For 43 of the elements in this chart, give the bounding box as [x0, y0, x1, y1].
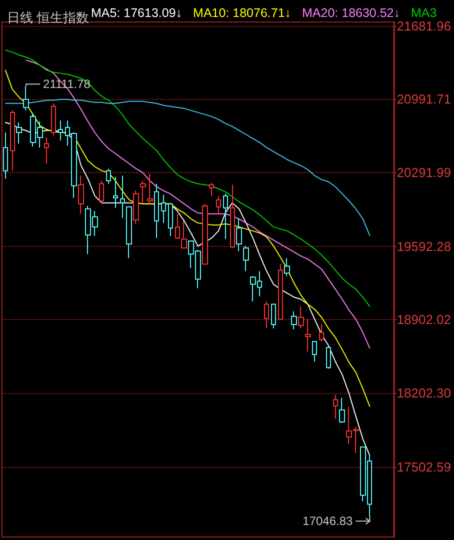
y-tick-label: 18902.02 [396, 312, 452, 327]
y-tick-label: 20291.99 [396, 165, 452, 180]
candlestick [113, 176, 118, 208]
candlestick [106, 168, 111, 184]
candlestick [319, 324, 324, 342]
candlestick [175, 213, 180, 240]
candlestick [223, 193, 228, 240]
candlestick [44, 137, 49, 164]
candlestick [161, 194, 166, 224]
candlestick [99, 180, 104, 204]
line-series [4, 70, 370, 407]
candlestick [305, 318, 311, 352]
line-series [26, 60, 370, 349]
candlestick [271, 302, 276, 329]
line-series [4, 98, 370, 236]
candlestick [58, 120, 63, 142]
candlestick [312, 340, 317, 362]
candlestick [120, 175, 125, 218]
y-tick-label: 17502.59 [396, 460, 452, 475]
chart-subtitle: 恒生指数 [36, 10, 89, 25]
chart-title: 日线 [7, 10, 33, 25]
candlestick [140, 180, 146, 204]
candlestick [209, 182, 214, 196]
line-series [4, 50, 370, 307]
candlestick [326, 346, 331, 370]
y-tick-label: 20991.71 [396, 91, 452, 106]
text: MA20: 18630.52↓ [302, 6, 400, 20]
y-tick-label: 18202.30 [396, 386, 452, 401]
candlestick [168, 202, 173, 237]
candlestick [51, 102, 56, 136]
text: MA3 [411, 6, 437, 20]
y-tick-label: 19592.28 [396, 239, 452, 254]
candlestick [23, 86, 29, 111]
candlestick [3, 132, 8, 180]
y-tick-label: 21681.96 [396, 18, 452, 34]
candlestick [264, 300, 269, 329]
text: MA5: 17613.09↓ [91, 6, 182, 20]
text: MA10: 18076.71↓ [193, 6, 292, 20]
candlestick [243, 246, 249, 272]
candlestick [339, 397, 345, 424]
annotation: 17046.83 [302, 514, 354, 528]
candlestick [333, 394, 338, 420]
candlestick [216, 195, 221, 214]
